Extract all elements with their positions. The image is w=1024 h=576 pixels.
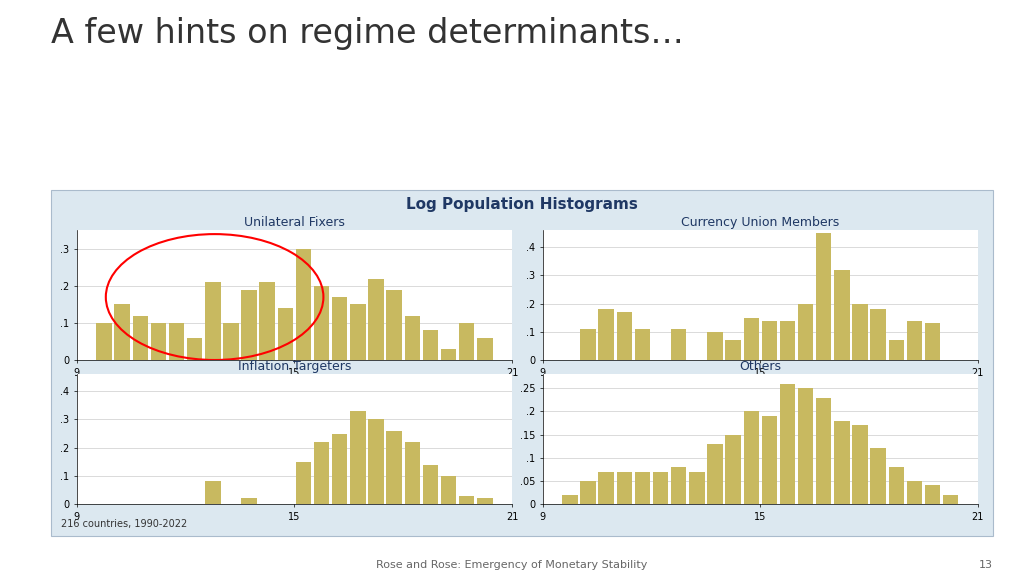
Text: Log Population Histograms: Log Population Histograms — [407, 197, 638, 212]
Bar — [314, 442, 330, 504]
Bar — [169, 323, 184, 360]
Bar — [369, 419, 384, 504]
Title: Others: Others — [739, 360, 781, 373]
Bar — [350, 411, 366, 504]
Bar — [708, 444, 723, 504]
Bar — [459, 495, 474, 504]
Bar — [762, 321, 777, 360]
Bar — [386, 290, 401, 360]
Bar — [242, 498, 257, 504]
Bar — [205, 282, 220, 360]
Bar — [350, 305, 366, 360]
Bar — [835, 270, 850, 360]
Bar — [689, 472, 705, 504]
Bar — [332, 297, 347, 360]
Bar — [223, 323, 239, 360]
Bar — [278, 308, 293, 360]
Bar — [725, 434, 740, 504]
Text: A few hints on regime determinants…: A few hints on regime determinants… — [51, 17, 684, 50]
Bar — [404, 316, 420, 360]
Bar — [332, 434, 347, 504]
Title: Currency Union Members: Currency Union Members — [681, 216, 840, 229]
Bar — [96, 323, 112, 360]
Bar — [369, 279, 384, 360]
Bar — [725, 340, 740, 360]
Bar — [296, 249, 311, 360]
Bar — [906, 321, 923, 360]
Bar — [780, 384, 796, 504]
Bar — [925, 486, 940, 504]
Bar — [477, 338, 493, 360]
Bar — [259, 282, 274, 360]
Text: 216 countries, 1990-2022: 216 countries, 1990-2022 — [61, 519, 187, 529]
Bar — [151, 323, 166, 360]
Bar — [423, 465, 438, 504]
Bar — [616, 312, 632, 360]
Bar — [671, 467, 686, 504]
Bar — [835, 420, 850, 504]
Bar — [816, 233, 831, 360]
Bar — [635, 329, 650, 360]
Bar — [423, 331, 438, 360]
Bar — [459, 323, 474, 360]
Bar — [132, 316, 148, 360]
Bar — [187, 338, 203, 360]
Bar — [708, 332, 723, 360]
Bar — [762, 416, 777, 504]
Bar — [616, 472, 632, 504]
Text: 13: 13 — [979, 560, 993, 570]
Bar — [386, 431, 401, 504]
Bar — [906, 481, 923, 504]
Bar — [798, 304, 813, 360]
Bar — [870, 449, 886, 504]
Bar — [889, 467, 904, 504]
Bar — [296, 462, 311, 504]
Bar — [205, 482, 220, 504]
Title: Unilateral Fixers: Unilateral Fixers — [244, 216, 345, 229]
Bar — [598, 472, 614, 504]
Bar — [115, 305, 130, 360]
Bar — [852, 304, 867, 360]
Bar — [477, 498, 493, 504]
Bar — [635, 472, 650, 504]
Bar — [653, 472, 669, 504]
Bar — [743, 318, 759, 360]
Bar — [925, 323, 940, 360]
Bar — [889, 340, 904, 360]
Bar — [314, 286, 330, 360]
Bar — [404, 442, 420, 504]
Bar — [671, 329, 686, 360]
Bar — [816, 397, 831, 504]
Bar — [581, 481, 596, 504]
Bar — [743, 411, 759, 504]
Bar — [440, 349, 457, 360]
Bar — [943, 495, 958, 504]
Bar — [780, 321, 796, 360]
Title: Inflation Targeters: Inflation Targeters — [238, 360, 351, 373]
Bar — [798, 388, 813, 504]
Bar — [598, 309, 614, 360]
Bar — [562, 495, 578, 504]
Bar — [870, 309, 886, 360]
Bar — [242, 290, 257, 360]
Bar — [440, 476, 457, 504]
Bar — [581, 329, 596, 360]
Bar — [852, 425, 867, 504]
Text: Rose and Rose: Emergency of Monetary Stability: Rose and Rose: Emergency of Monetary Sta… — [376, 560, 648, 570]
